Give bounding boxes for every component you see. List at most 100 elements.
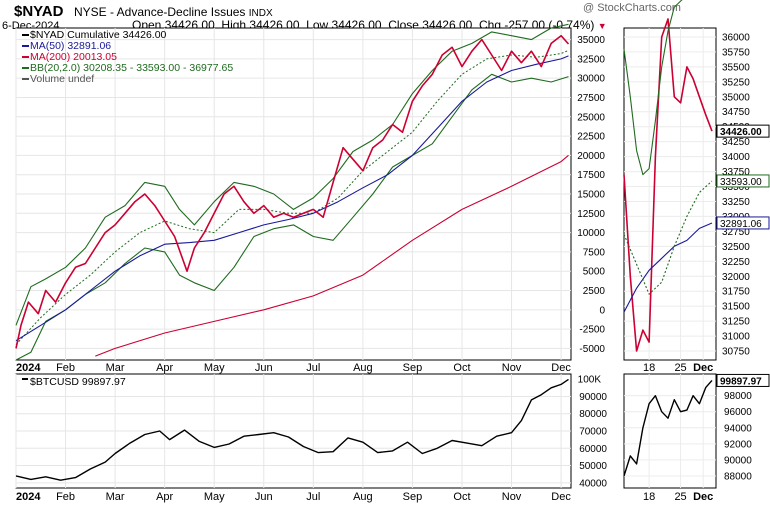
zoom-x-tick-label: Dec bbox=[693, 362, 713, 374]
main-x-tick-label: Nov bbox=[502, 362, 522, 374]
value-tag-label: 33593.00 bbox=[720, 177, 762, 188]
btc-y-tick-label: 80000 bbox=[579, 409, 607, 420]
zoom-series-bb-upper bbox=[623, 0, 683, 176]
main-x-tick-label: Jun bbox=[255, 362, 273, 374]
main-y-tick-label: -2500 bbox=[579, 325, 605, 336]
main-y-tick-label: 35000 bbox=[577, 35, 605, 46]
btc-x-tick-label: Apr bbox=[156, 491, 173, 503]
btcz-y-tick-label: 88000 bbox=[724, 471, 752, 482]
btc-x-tick-label: Sep bbox=[403, 491, 423, 503]
main-series-bb-middle bbox=[15, 49, 569, 345]
btcz-y-tick-label: 98000 bbox=[724, 391, 752, 402]
btc-x-tick-label: May bbox=[204, 491, 225, 503]
btc-zoom-panel: 88000 90000 92000 94000 96000 98000 18 25 Dec 998… bbox=[623, 373, 770, 503]
main-series-bb-lower bbox=[15, 73, 569, 361]
btcz-series-line bbox=[623, 379, 713, 477]
main-series-nyad bbox=[15, 34, 570, 349]
zoom-panel: 30750 31000 31250 31500 31750 32000 32250 32500… bbox=[623, 0, 770, 374]
main-y-tick-label: 12500 bbox=[577, 209, 605, 220]
main-series-ma-200- bbox=[95, 154, 569, 357]
zoom-y-tick-label: 32250 bbox=[722, 257, 750, 268]
main-y-tick-label: 22500 bbox=[577, 132, 605, 143]
btc-y-tick-label: 90000 bbox=[579, 392, 607, 403]
main-x-tick-label: Jul bbox=[306, 362, 320, 374]
btc-x-tick-label: Jun bbox=[255, 491, 273, 503]
value-tag-box bbox=[716, 124, 770, 138]
zoom-y-tick-label: 31250 bbox=[722, 317, 750, 328]
exchange-text: INDX bbox=[248, 8, 273, 19]
zoom-y-tick-label: 33250 bbox=[722, 197, 750, 208]
zoom-x-tick-label: 25 bbox=[674, 362, 686, 374]
zoom-y-tick-label: 34750 bbox=[722, 107, 750, 118]
zoom-plot-frame bbox=[623, 27, 717, 361]
main-y-tick-label: -5000 bbox=[579, 344, 605, 355]
value-tag-label: 32891.06 bbox=[720, 219, 762, 230]
btcz-value-tag-label: 99897.97 bbox=[720, 376, 762, 387]
btc-panel: 40000 50000 60000 70000 80000 90000 100K 2024 Fe… bbox=[15, 373, 607, 503]
btc-y-tick-label: 60000 bbox=[579, 444, 607, 455]
main-y-tick-label: 30000 bbox=[577, 74, 605, 85]
btc-x-tick-label: Dec bbox=[551, 491, 571, 503]
btc-x-tick-label: Feb bbox=[56, 491, 75, 503]
main-x-tick-label: Oct bbox=[453, 362, 470, 374]
zoom-x-tick-label: 18 bbox=[643, 362, 655, 374]
btcz-y-tick-label: 96000 bbox=[724, 407, 752, 418]
btcz-plot-frame bbox=[623, 373, 717, 489]
legend-swatch bbox=[22, 56, 29, 58]
btcz-x-tick-label: 18 bbox=[643, 491, 655, 503]
zoom-y-tick-label: 31500 bbox=[722, 302, 750, 313]
btcz-y-tick-label: 94000 bbox=[724, 423, 752, 434]
main-x-tick-label: 2024 bbox=[16, 362, 41, 374]
symbol-label: $NYAD bbox=[14, 3, 64, 20]
main-y-tick-label: 5000 bbox=[583, 267, 606, 278]
main-series-bb-upper bbox=[15, 23, 569, 326]
main-y-tick-label: 20000 bbox=[577, 151, 605, 162]
legend-swatch bbox=[22, 34, 29, 36]
description-label: NYSE - Advance-Decline Issues INDX bbox=[74, 5, 273, 19]
legend-entry: Volume undef bbox=[30, 73, 94, 85]
zoom-series-nyad bbox=[623, 18, 713, 352]
main-x-tick-label: Mar bbox=[106, 362, 125, 374]
main-y-tick-label: 27500 bbox=[577, 93, 605, 104]
zoom-y-tick-label: 32500 bbox=[722, 242, 750, 253]
zoom-y-tick-label: 35250 bbox=[722, 77, 750, 88]
legend-entry: BB(20,2.0) 30208.35 - 33593.00 - 36977.6… bbox=[30, 62, 233, 74]
zoom-y-tick-label: 32000 bbox=[722, 272, 750, 283]
btc-x-tick-label: Jul bbox=[306, 491, 320, 503]
btc-x-tick-label: 2024 bbox=[16, 491, 41, 503]
main-x-tick-label: May bbox=[204, 362, 225, 374]
main-y-tick-label: 32500 bbox=[577, 54, 605, 65]
legend-entry: $NYAD Cumulative 34426.00 bbox=[30, 29, 167, 41]
main-x-tick-label: Apr bbox=[156, 362, 173, 374]
btc-legend-label: $BTCUSD 99897.97 bbox=[30, 376, 126, 388]
zoom-series-bb-middle bbox=[623, 180, 713, 295]
zoom-y-tick-label: 33750 bbox=[722, 167, 750, 178]
value-tag-box bbox=[716, 174, 770, 188]
main-y-tick-label: 7500 bbox=[583, 247, 606, 258]
legend-swatch bbox=[22, 45, 29, 47]
btc-y-tick-label: 40000 bbox=[579, 478, 607, 489]
main-panel: -5000 -2500 0 2500 5000 7500 10000 12500 15000 17… bbox=[15, 23, 606, 374]
zoom-y-tick-label: 33500 bbox=[722, 182, 750, 193]
zoom-y-tick-label: 31750 bbox=[722, 287, 750, 298]
main-x-tick-label: Feb bbox=[56, 362, 75, 374]
down-arrow-icon: ▼ bbox=[597, 21, 607, 31]
value-tag-label: 34426.00 bbox=[720, 127, 762, 138]
btcz-value-tag-box bbox=[716, 373, 770, 387]
zoom-y-tick-label: 32750 bbox=[722, 227, 750, 238]
btc-x-tick-label: Mar bbox=[106, 491, 125, 503]
btc-legend-swatch bbox=[22, 378, 28, 380]
btcz-x-tick-label: 25 bbox=[674, 491, 686, 503]
btc-y-tick-label: 50000 bbox=[579, 461, 607, 472]
description-text: NYSE - Advance-Decline Issues bbox=[74, 5, 246, 19]
main-y-tick-label: 2500 bbox=[583, 286, 606, 297]
btc-x-tick-label: Nov bbox=[502, 491, 522, 503]
btcz-x-tick-label: Dec bbox=[693, 491, 713, 503]
main-y-tick-label: 25000 bbox=[577, 112, 605, 123]
zoom-y-tick-label: 35500 bbox=[722, 62, 750, 73]
zoom-y-tick-label: 35000 bbox=[722, 92, 750, 103]
legend-swatch bbox=[22, 67, 29, 69]
main-y-tick-label: 0 bbox=[599, 305, 605, 316]
